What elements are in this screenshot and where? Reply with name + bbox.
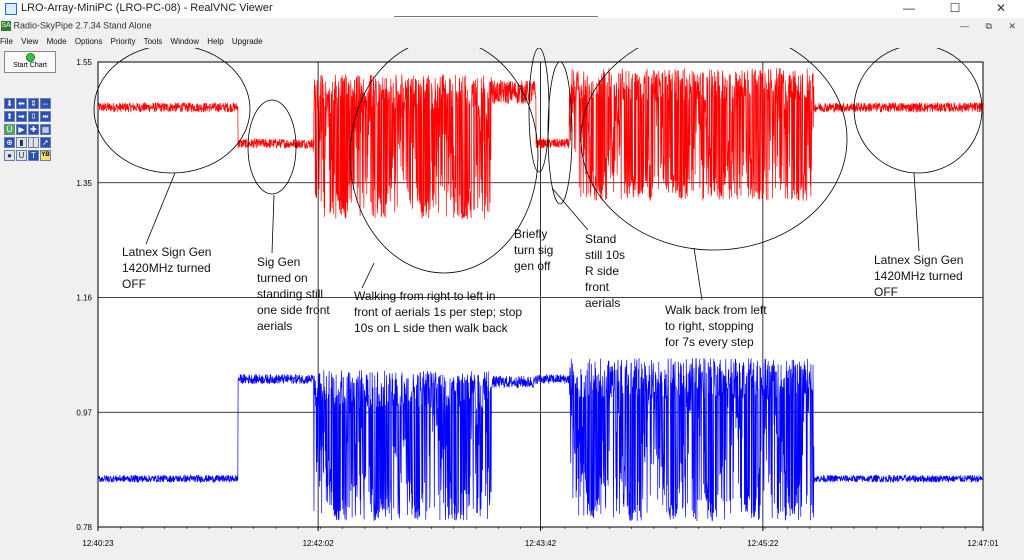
menu-file[interactable]: File xyxy=(0,37,13,46)
annotation-leader xyxy=(551,187,589,231)
start-chart-button[interactable]: Start Chart xyxy=(4,51,56,73)
child-restore-button[interactable]: ⧉ xyxy=(985,21,992,31)
annotation-text: 1420MHz turned xyxy=(122,261,211,275)
annotation-text: Latnex Sign Gen xyxy=(874,253,963,267)
x-tick-label: 12:47:01 xyxy=(967,539,999,548)
annotation-text: gen off xyxy=(514,259,551,273)
vnc-icon xyxy=(5,3,17,15)
annotation-text: one side front xyxy=(257,303,330,317)
child-close-button[interactable]: ✕ xyxy=(1008,21,1016,31)
menu-options[interactable]: Options xyxy=(74,37,103,46)
menu-view[interactable]: View xyxy=(21,37,39,46)
app-version: 2.7.34 xyxy=(75,20,101,31)
y-tick-label: 1.55 xyxy=(76,58,92,67)
y-tick-label: 0.97 xyxy=(76,408,92,417)
vnc-toolbar-handle[interactable] xyxy=(394,16,598,17)
arrow-up-icon[interactable]: ⬆ xyxy=(4,111,15,122)
window-title: LRO-Array-MiniPC (LRO-PC-08) - RealVNC V… xyxy=(21,2,273,14)
y-tick-label: 0.78 xyxy=(76,523,92,532)
chart-area: 1.55 1.35 1.16 0.97 0.78 12:40:23 12:42:02 12:4… xyxy=(62,27,1024,555)
menu-mode[interactable]: Mode xyxy=(46,37,67,46)
annotation-leader xyxy=(271,194,275,254)
app-name: Radio-SkyPipe xyxy=(13,20,74,31)
arrow-updown-icon[interactable]: ⇕ xyxy=(28,98,39,109)
menu-help[interactable]: Help xyxy=(207,37,224,46)
annotation-circle xyxy=(547,61,573,205)
compress-vertical-icon[interactable]: ⇳ xyxy=(28,111,39,122)
vertical-line-icon[interactable]: │ xyxy=(28,137,39,148)
minimize-button[interactable]: — xyxy=(903,1,915,15)
annotation-text: Walking from right to left in xyxy=(354,289,496,303)
grid-icon[interactable]: ▦ xyxy=(40,124,51,135)
skypipe-icon: SA xyxy=(1,20,11,31)
marker-icon[interactable]: ▮ xyxy=(16,137,27,148)
status-led-icon xyxy=(25,53,35,62)
arrow-leftright-icon[interactable]: ⇔ xyxy=(40,98,51,109)
x-tick-label: 12:43:42 xyxy=(525,539,557,548)
child-window-controls: — ⧉ ✕ xyxy=(946,21,1016,32)
y-tick-label: 1.16 xyxy=(76,294,92,303)
annotation-leader xyxy=(361,262,375,289)
annotation-text: turn sig xyxy=(514,243,553,257)
annotation-text: for 7s every step xyxy=(665,335,754,349)
child-minimize-button[interactable]: — xyxy=(959,21,969,31)
annotation-text: standing still xyxy=(257,287,323,301)
menu-priority[interactable]: Priority xyxy=(110,37,136,46)
close-button[interactable]: ✕ xyxy=(995,1,1007,15)
tool-panel: Start Chart ⬇ ⬅ ⇕ ⇔ ⬆ ➡ ⇳ ⇹ Ü ▶ ✚ ▦ ⊕ ▮ │ ➚ ● U T YB xyxy=(0,48,62,555)
menu-upgrade[interactable]: Upgrade xyxy=(231,37,263,46)
title-bar: LRO-Array-MiniPC (LRO-PC-08) - RealVNC V… xyxy=(0,0,1024,18)
annotation-circle xyxy=(247,99,297,195)
arrow-down-icon[interactable]: ⬇ xyxy=(4,98,15,109)
x-tick-label: 12:40:23 xyxy=(82,539,114,548)
trace-series-2 xyxy=(97,357,984,522)
x-tick-label: 12:42:02 xyxy=(303,539,335,548)
annotation-text: to right, stopping xyxy=(665,319,754,333)
start-chart-label: Start Chart xyxy=(13,62,47,69)
cursor-icon[interactable]: ➚ xyxy=(40,137,51,148)
menu-window[interactable]: Window xyxy=(170,37,199,46)
annotation-text: R side xyxy=(585,264,619,278)
arrow-left-icon[interactable]: ⬅ xyxy=(16,98,27,109)
annotation-text: turned on xyxy=(257,271,308,285)
annotation-text: Latnex Sign Gen xyxy=(122,245,211,259)
arrow-right-icon[interactable]: ➡ xyxy=(16,111,27,122)
x-tick-label: 12:45:22 xyxy=(747,539,779,548)
u-box-icon[interactable]: U xyxy=(16,150,27,161)
annotation-leader xyxy=(913,172,920,252)
annotation-leader xyxy=(693,247,703,301)
annotation-text: still 10s xyxy=(585,248,625,262)
annotation-text: front of aerials 1s per step; stop xyxy=(354,305,522,319)
target-icon[interactable]: ⊕ xyxy=(4,137,15,148)
annotation-text: OFF xyxy=(122,277,146,291)
menu-list: File View Mode Options Priority Tools Wi… xyxy=(0,37,269,48)
annotation-text: Briefly xyxy=(514,227,547,241)
annotation-text: OFF xyxy=(874,285,898,299)
annotation-text: 10s on L side then walk back xyxy=(354,321,509,335)
crosshair-icon[interactable]: ✚ xyxy=(28,124,39,135)
annotation-text: Sig Gen xyxy=(257,255,300,269)
maximize-button[interactable]: ☐ xyxy=(949,1,961,15)
play-icon[interactable]: ▶ xyxy=(16,124,27,135)
app-menubar: SA Radio-SkyPipe 2.7.34 Stand Alone File… xyxy=(0,18,1024,48)
app-mode: Stand Alone xyxy=(103,20,152,31)
record-icon[interactable]: ● xyxy=(4,150,15,161)
annotation-text: Stand xyxy=(585,232,616,246)
annotation-text: 1420MHz turned xyxy=(874,269,963,283)
y-tick-label: 1.35 xyxy=(76,179,92,188)
menu-tools[interactable]: Tools xyxy=(143,37,163,46)
strip-chart[interactable]: 1.55 1.35 1.16 0.97 0.78 12:40:23 12:42:02 12:4… xyxy=(62,27,1024,555)
u-icon[interactable]: Ü xyxy=(4,124,15,135)
annotation-text: Walk back from left xyxy=(665,303,767,317)
t-icon[interactable]: T xyxy=(28,150,39,161)
yb-icon[interactable]: YB xyxy=(40,150,51,161)
annotation-text: front xyxy=(585,280,610,294)
trace-series-1 xyxy=(97,68,984,219)
annotation-text: aerials xyxy=(257,319,292,333)
compress-horizontal-icon[interactable]: ⇹ xyxy=(40,111,51,122)
app-title-line: SA Radio-SkyPipe 2.7.34 Stand Alone xyxy=(0,20,152,33)
annotation-text: aerials xyxy=(585,296,620,310)
annotation-leader xyxy=(145,172,176,245)
